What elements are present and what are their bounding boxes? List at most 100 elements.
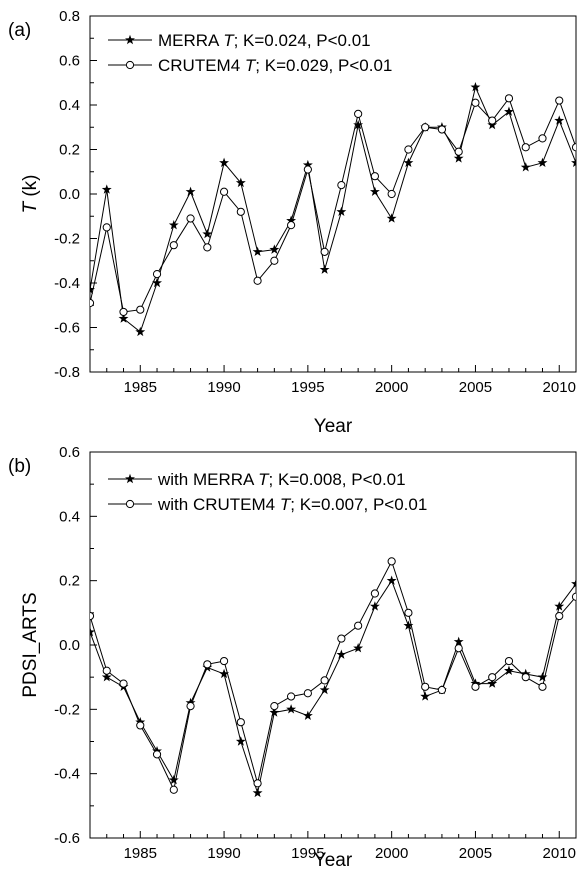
data-point-circle [521, 673, 530, 682]
plot-area [90, 82, 576, 337]
y-tick-label: 0.6 [59, 53, 80, 70]
data-point-circle [152, 750, 162, 759]
data-point-circle [571, 143, 576, 152]
legend-label-part: ; K=0.007, P<0.01 [290, 495, 427, 514]
data-point-circle [270, 256, 279, 265]
data-point-circle [186, 702, 195, 711]
data-point-circle [119, 679, 128, 688]
data-point-star [554, 601, 565, 611]
data-point-circle [102, 223, 111, 232]
data-point-star [520, 162, 531, 172]
data-point-star [537, 671, 548, 682]
x-tick-label: 2010 [543, 379, 576, 396]
data-point-circle [354, 621, 363, 630]
x-tick-label: 1990 [207, 379, 240, 396]
legend-label-part: CRUTEM4 [158, 56, 245, 75]
data-point-star [453, 636, 464, 646]
x-axis-label: Year [314, 850, 353, 871]
data-point-circle [253, 276, 262, 285]
data-point-star [152, 277, 162, 288]
x-tick-label: 1995 [291, 845, 324, 862]
y-tick-label: 0.2 [59, 573, 80, 590]
data-point-circle [303, 689, 312, 698]
data-point-circle [370, 172, 379, 181]
data-point-circle [387, 189, 396, 199]
chart-panel-1: -0.8 -0.6 -0.4 -0.2 0.0 0.2 0.4 0.6 0.8 1985 1990 1… [8, 8, 577, 437]
data-point-circle [90, 298, 95, 308]
y-tick-label: -0.4 [54, 766, 80, 783]
legend-label: MERRA T; K=0.024, P<0.01 [158, 31, 371, 50]
data-point-circle [538, 134, 547, 143]
legend-label-part: T [223, 31, 235, 50]
series-line-star [90, 85, 576, 333]
data-point-star [269, 244, 280, 254]
data-point-circle [471, 682, 480, 691]
data-point-circle [504, 94, 514, 103]
data-point-circle [219, 656, 229, 666]
data-point-circle [454, 644, 463, 653]
data-point-star [286, 704, 297, 714]
legend-label-part: ; K=0.024, P<0.01 [234, 31, 371, 50]
data-point-circle [169, 241, 178, 250]
data-point-circle [169, 785, 178, 794]
series-line-star [90, 579, 576, 795]
data-point-circle [437, 685, 447, 695]
y-axis-label: T (k) [20, 174, 41, 213]
data-point-star [386, 575, 397, 585]
data-point-circle [337, 181, 346, 190]
data-point-circle [555, 611, 564, 621]
panel-label: (a) [8, 20, 31, 41]
data-point-star [269, 707, 280, 717]
y-axis-label-main: PDSI_ARTS [20, 592, 41, 697]
y-tick-label: -0.6 [54, 320, 80, 337]
data-point-star [235, 736, 246, 746]
data-point-star [470, 82, 481, 92]
data-point-star [252, 246, 263, 257]
data-point-circle [287, 221, 296, 230]
data-point-circle [421, 123, 430, 132]
data-point-circle [538, 682, 547, 691]
data-point-circle [136, 305, 145, 314]
data-point-star [235, 177, 246, 188]
data-point-circle [337, 634, 346, 643]
data-point-star [453, 153, 464, 163]
data-point-circle [203, 243, 212, 252]
legend-label-part: T [280, 495, 292, 514]
legend-marker [125, 499, 135, 509]
data-point-circle [404, 145, 413, 154]
y-axis-label: PDSI_ARTS [20, 592, 41, 697]
data-point-star [219, 668, 230, 679]
x-tick-label: 2005 [459, 379, 492, 396]
x-axis-label: Year [314, 416, 353, 437]
data-point-circle [354, 109, 363, 119]
data-point-star [353, 643, 364, 653]
legend-label-part: T [258, 470, 270, 489]
legend-label-part: with MERRA [157, 470, 258, 489]
legend-entry: with MERRA T; K=0.008, P<0.01 [108, 470, 406, 489]
data-point-star [571, 157, 576, 168]
legend-marker [125, 60, 135, 70]
x-tick-label: 2000 [375, 379, 408, 396]
y-tick-label: -0.4 [54, 275, 80, 292]
data-point-star [369, 601, 380, 611]
data-point-star [302, 159, 313, 170]
data-point-star [168, 774, 179, 785]
data-point-circle [471, 98, 480, 107]
legend-entry: with CRUTEM4 T; K=0.007, P<0.01 [108, 495, 427, 514]
data-point-star [353, 119, 364, 130]
legend-label-part: MERRA [158, 31, 223, 50]
data-point-star [487, 678, 498, 688]
data-point-star [302, 710, 313, 720]
data-point-circle [320, 247, 329, 256]
panel-label: (b) [8, 456, 31, 477]
data-point-star [571, 578, 576, 589]
data-point-star [403, 157, 414, 168]
data-point-circle [253, 779, 262, 788]
y-tick-label: 0.2 [59, 142, 80, 159]
data-point-circle [370, 589, 379, 598]
data-point-circle [186, 214, 195, 223]
plot-area [90, 557, 576, 798]
data-point-star [403, 620, 414, 630]
data-point-star [101, 671, 112, 682]
